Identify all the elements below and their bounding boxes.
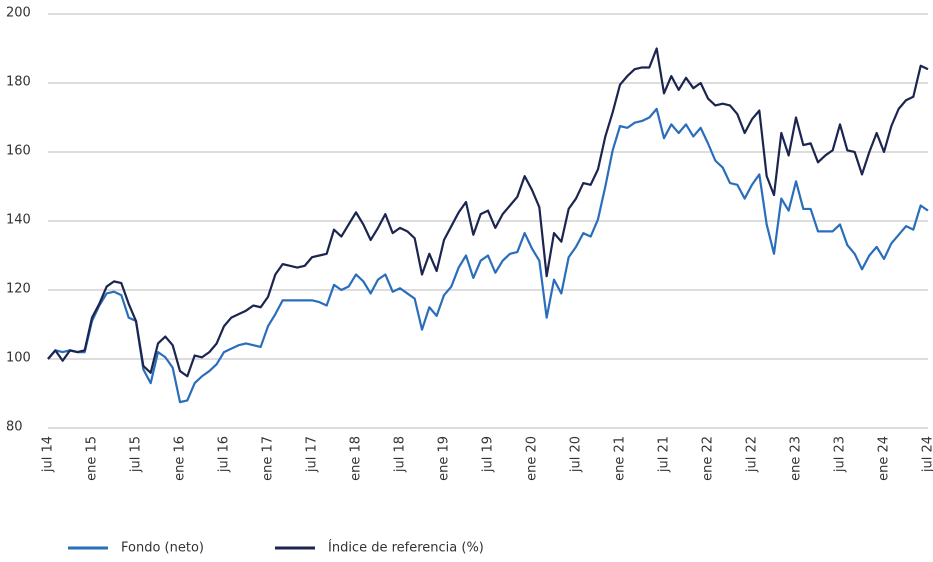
series-line	[48, 109, 928, 402]
x-tick-label: ene 23	[789, 436, 804, 481]
y-tick-label: 120	[6, 282, 31, 297]
x-tick-label: ene 19	[437, 436, 452, 481]
x-tick-label: jul 22	[745, 436, 760, 473]
legend-label: Índice de referencia (%)	[328, 540, 484, 556]
x-tick-label: jul 16	[217, 436, 232, 473]
x-tick-label: ene 16	[173, 436, 188, 481]
y-tick-label: 160	[6, 144, 31, 159]
legend: Fondo (neto) Índice de referencia (%)	[68, 540, 484, 556]
x-tick-label: ene 24	[877, 436, 892, 481]
y-tick-label: 180	[6, 75, 31, 90]
x-tick-label: ene 20	[525, 436, 540, 481]
x-tick-label: ene 15	[85, 436, 100, 481]
y-tick-label: 200	[6, 6, 31, 21]
x-tick-label: jul 21	[657, 436, 672, 473]
series-line	[48, 49, 928, 377]
x-tick-label: jul 14	[41, 436, 56, 473]
x-tick-label: ene 22	[701, 436, 716, 481]
x-tick-label: jul 24	[921, 436, 933, 473]
x-tick-label: ene 21	[613, 436, 628, 481]
x-tick-label: ene 18	[349, 436, 364, 481]
x-tick-label: jul 15	[129, 436, 144, 473]
x-tick-label: ene 17	[261, 436, 276, 481]
x-tick-label: jul 23	[833, 436, 848, 473]
x-tick-label: jul 18	[393, 436, 408, 473]
y-tick-label: 140	[6, 213, 31, 228]
x-tick-label: jul 17	[305, 436, 320, 473]
x-tick-label: jul 20	[569, 436, 584, 473]
x-tick-label: jul 19	[481, 436, 496, 473]
y-tick-label: 100	[6, 351, 31, 366]
legend-label: Fondo (neto)	[121, 541, 204, 556]
y-tick-label: 80	[6, 420, 23, 435]
